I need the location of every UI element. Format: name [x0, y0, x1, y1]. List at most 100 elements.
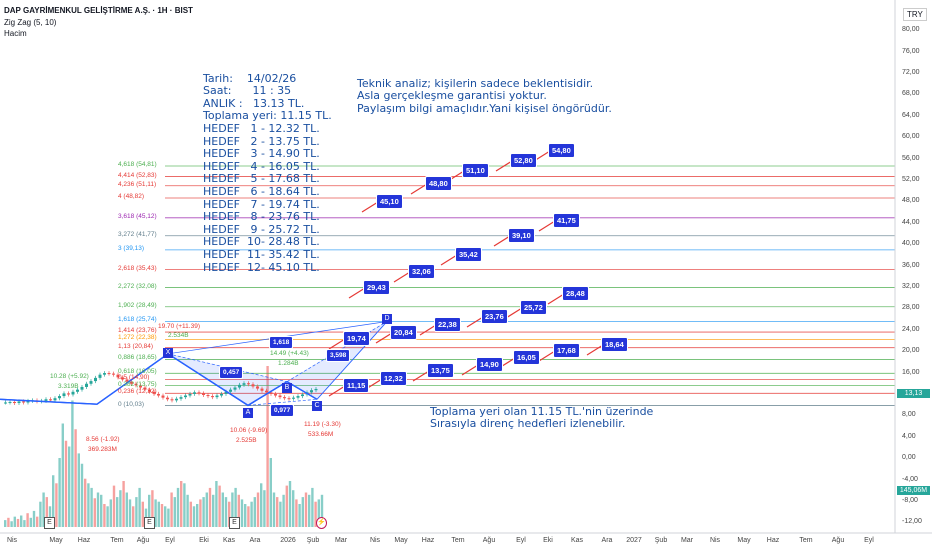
target-price-box[interactable]: 54,80: [548, 143, 575, 158]
volume-bar: [205, 492, 208, 527]
volume-bar: [61, 423, 64, 527]
target-price-box[interactable]: 51,10: [462, 163, 489, 178]
target-price-box[interactable]: 13,75: [427, 363, 454, 378]
candle-body: [67, 393, 70, 395]
target-price-box[interactable]: 45,10: [376, 194, 403, 209]
target-price-box[interactable]: 25,72: [520, 300, 547, 315]
candle-body: [161, 395, 165, 398]
zigzag-polyline: [0, 352, 318, 407]
target-price-box[interactable]: 22,38: [434, 317, 461, 332]
candle-body: [170, 399, 174, 401]
volume-bar: [55, 483, 58, 527]
candle-body: [116, 374, 120, 378]
target-price-box[interactable]: 11,15: [343, 378, 370, 393]
volume-bar: [39, 501, 42, 527]
target-price-box[interactable]: 18,64: [601, 337, 628, 352]
candle-body: [26, 400, 30, 403]
volume-bar: [317, 499, 320, 527]
target-price-box[interactable]: 14,90: [476, 357, 503, 372]
info-target: HEDEF 4 - 16.05 TL.: [203, 159, 320, 173]
pattern-point-marker[interactable]: D: [382, 314, 392, 325]
volume-bar: [10, 521, 13, 527]
time-axis-label: Şub: [306, 537, 320, 544]
candle-body: [107, 373, 111, 375]
pivot-annotation: 8.56 (-1.92): [86, 436, 120, 443]
pivot-annotation: 14.49 (+4.43): [270, 350, 309, 357]
candle-body: [283, 397, 286, 399]
target-arrow: [348, 287, 366, 299]
target-price-box[interactable]: 28,48: [562, 286, 589, 301]
price-axis-label: 48,00: [902, 197, 920, 205]
price-axis-label: 60,00: [902, 133, 920, 141]
candle-body: [103, 373, 106, 375]
volume-bar: [128, 499, 132, 527]
volume-bar: [295, 499, 298, 527]
volume-bar: [221, 492, 224, 527]
volume-bar: [199, 499, 202, 527]
price-axis-label: 24,00: [902, 325, 920, 333]
fib-level-label: 0,236 (12,32): [118, 388, 157, 396]
target-price-box[interactable]: 29,43: [363, 280, 390, 295]
fib-level-label: 4,618 (54,81): [118, 160, 157, 168]
volume-bar: [100, 494, 103, 527]
candle-body: [130, 381, 133, 384]
time-axis-label: Eki: [199, 537, 209, 544]
pattern-point-marker[interactable]: C: [312, 401, 322, 412]
volume-bar: [77, 453, 80, 527]
zigzag-indicator-label[interactable]: Zig Zag (5, 10): [4, 18, 57, 27]
target-price-box[interactable]: 23,76: [481, 309, 508, 324]
volume-bar: [282, 494, 285, 527]
candle-body: [166, 397, 169, 400]
volume-bar: [58, 458, 61, 527]
volume-bar: [80, 463, 84, 527]
volume-bar: [269, 458, 272, 527]
volume-bar: [52, 475, 55, 527]
candle-body: [89, 381, 93, 384]
pattern-point-marker[interactable]: X: [163, 347, 173, 358]
target-price-box[interactable]: 16,05: [513, 350, 540, 365]
dividend-icon[interactable]: ⚡: [316, 517, 327, 529]
earnings-badge[interactable]: E: [144, 517, 155, 529]
target-arrow: [461, 364, 479, 376]
info-target: HEDEF 1 - 12.32 TL.: [203, 121, 320, 135]
bottom-note-line: Sırasıyla direnç hedefleri izlenebilir.: [430, 417, 626, 431]
pivot-annotation: 2.525B: [236, 437, 257, 444]
candle-body: [125, 379, 129, 382]
target-price-box[interactable]: 48,80: [425, 176, 452, 191]
time-axis-label: Haz: [77, 537, 91, 544]
target-price-box[interactable]: 20,84: [390, 325, 417, 340]
candle-body: [44, 399, 48, 401]
candle-body: [278, 395, 282, 398]
candle-body: [274, 393, 277, 396]
earnings-badge[interactable]: E: [44, 517, 55, 529]
time-axis-label: Nis: [709, 537, 721, 544]
target-price-box[interactable]: 12,32: [380, 371, 407, 386]
pattern-point-marker[interactable]: A: [243, 408, 253, 419]
candle-body: [76, 389, 79, 392]
target-price-box[interactable]: 19,74: [343, 331, 370, 346]
target-arrow: [412, 370, 430, 382]
volume-bar: [256, 492, 260, 527]
volume-bar: [288, 481, 292, 527]
volume-bar: [244, 504, 247, 527]
target-price-box[interactable]: 41,75: [553, 213, 580, 228]
pattern-point-marker[interactable]: B: [282, 382, 292, 393]
symbol-title[interactable]: DAP GAYRİMENKUL GELİŞTİRME A.Ş. · 1H · B…: [4, 6, 193, 15]
candle-body: [242, 383, 246, 385]
target-price-box[interactable]: 52,80: [510, 153, 537, 168]
target-price-box[interactable]: 32,06: [408, 264, 435, 279]
candle-body: [22, 401, 25, 403]
candle-body: [188, 393, 192, 396]
time-axis-label: May: [49, 537, 63, 544]
earnings-badge[interactable]: E: [229, 517, 240, 529]
time-axis-label: May: [394, 537, 408, 544]
target-price-box[interactable]: 39,10: [508, 228, 535, 243]
volume-bar: [314, 501, 317, 527]
price-axis-label: -4,00: [902, 475, 918, 483]
volume-indicator-label[interactable]: Hacim: [4, 29, 27, 38]
volume-bar: [202, 497, 205, 527]
candle-body: [220, 393, 223, 396]
price-axis-label: 36,00: [902, 261, 920, 269]
target-price-box[interactable]: 35,42: [455, 247, 482, 262]
target-price-box[interactable]: 17,68: [553, 343, 580, 358]
